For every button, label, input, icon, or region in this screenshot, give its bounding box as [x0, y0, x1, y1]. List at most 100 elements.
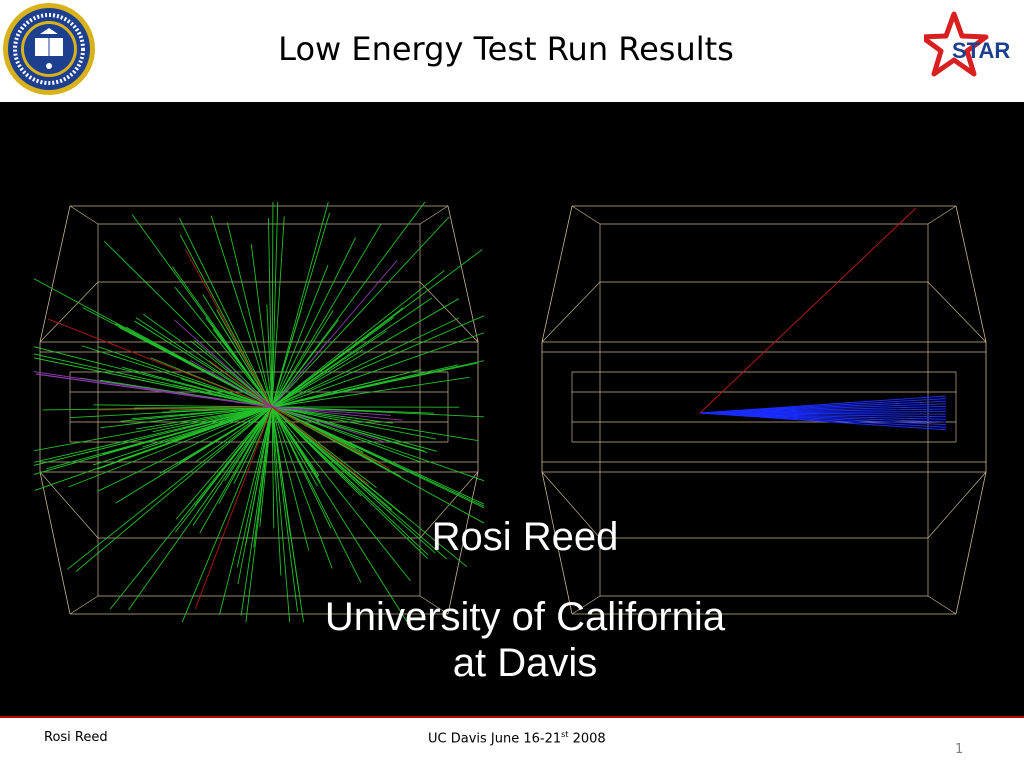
- particle-track: [271, 406, 393, 511]
- particle-track: [271, 406, 438, 452]
- particle-track: [181, 406, 273, 622]
- particle-track: [202, 294, 273, 408]
- particle-track: [271, 406, 298, 612]
- particle-track: [185, 249, 273, 408]
- particle-track: [271, 406, 408, 622]
- particle-track: [271, 406, 425, 452]
- particle-track: [152, 406, 273, 433]
- particle-track: [271, 406, 300, 593]
- particle-track: [271, 297, 433, 408]
- particle-track: [271, 406, 484, 418]
- particle-track: [271, 212, 330, 408]
- particle-track: [208, 360, 273, 408]
- particle-track: [120, 406, 273, 422]
- page-number: 1: [955, 742, 964, 757]
- particle-track: [196, 406, 273, 462]
- particle-track: [129, 377, 273, 408]
- footer-event-sup: st: [561, 730, 569, 739]
- particle-track: [190, 340, 273, 408]
- footer-event-year: 2008: [568, 731, 606, 747]
- star-logo-text: STAR: [952, 38, 1010, 63]
- detector-frame-line: [571, 595, 601, 615]
- particle-track: [271, 406, 484, 482]
- detector-frame-line: [419, 595, 449, 615]
- particle-track: [100, 406, 273, 429]
- detector-frame-line: [927, 205, 957, 225]
- particle-track: [75, 406, 273, 572]
- affiliation-line-1: University of California: [324, 595, 726, 639]
- particle-track: [97, 346, 273, 408]
- footer-event: UC Davis June 16-21st 2008: [428, 730, 606, 746]
- particle-track: [174, 319, 273, 408]
- particle-track: [271, 406, 282, 576]
- particle-track: [35, 373, 273, 408]
- detector-frame-line: [69, 205, 99, 225]
- particle-track: [210, 215, 273, 408]
- particle-track: [81, 345, 273, 408]
- particle-track: [174, 286, 273, 408]
- detector-frame-line: [39, 205, 71, 343]
- particle-track: [271, 406, 421, 463]
- particle-track: [271, 406, 291, 622]
- detector-frame-line: [541, 471, 573, 615]
- particle-track: [271, 406, 437, 440]
- particle-track: [97, 406, 273, 492]
- particle-track: [271, 406, 310, 551]
- particle-track: [271, 406, 391, 416]
- particle-track: [236, 406, 273, 568]
- particle-track: [34, 278, 273, 408]
- detector-frame-line: [447, 471, 479, 615]
- slide-content: Rosi Reed University of California at Da…: [0, 102, 1024, 716]
- star-logo: STAR: [924, 11, 1010, 77]
- particle-track: [271, 259, 398, 408]
- particle-track: [271, 376, 470, 408]
- detector-frame-line: [927, 471, 987, 539]
- particle-track: [159, 406, 273, 474]
- particle-track: [271, 216, 285, 408]
- slide-title: Low Energy Test Run Results: [278, 30, 734, 68]
- particle-track: [271, 406, 370, 486]
- detector-frame-line: [69, 595, 99, 615]
- particle-track: [161, 406, 273, 413]
- particle-track: [271, 216, 450, 408]
- particle-track: [109, 406, 273, 610]
- particle-track: [182, 406, 273, 429]
- footer-rule: [0, 716, 1024, 718]
- particle-track: [34, 406, 273, 452]
- particle-track: [271, 406, 319, 478]
- particle-track: [172, 266, 273, 408]
- particle-track: [271, 315, 484, 408]
- particle-track: [271, 406, 411, 582]
- particle-track: [271, 406, 362, 583]
- particle-track: [271, 270, 445, 408]
- detector-frame-line: [541, 205, 573, 343]
- particle-track: [218, 406, 273, 504]
- particle-track: [271, 406, 275, 529]
- detector-frame-line: [39, 471, 71, 615]
- detector-frame-line: [39, 281, 99, 343]
- particle-track: [271, 406, 333, 569]
- particle-track: [250, 244, 273, 408]
- particle-track: [271, 202, 426, 408]
- particle-track: [194, 406, 273, 610]
- particle-track: [67, 406, 273, 570]
- particle-track: [271, 360, 484, 408]
- slide-footer: Rosi Reed UC Davis June 16-21st 2008 1: [0, 718, 1024, 768]
- particle-track: [271, 406, 386, 443]
- particle-track: [68, 406, 273, 488]
- particle-track: [271, 406, 478, 441]
- particle-track: [267, 218, 273, 408]
- detector-frame-line: [419, 205, 449, 225]
- particle-track: [97, 406, 273, 411]
- slide-header: Low Energy Test Run Results STAR: [0, 0, 1024, 102]
- presenter-affiliation: University of California at Davis: [270, 594, 780, 686]
- particle-track: [253, 406, 273, 548]
- particle-track: [271, 310, 334, 408]
- particle-track: [271, 349, 364, 408]
- particle-track: [271, 264, 329, 408]
- particle-track: [699, 412, 947, 431]
- particle-track: [34, 406, 273, 475]
- particle-track: [135, 317, 273, 408]
- particle-track: [271, 406, 403, 421]
